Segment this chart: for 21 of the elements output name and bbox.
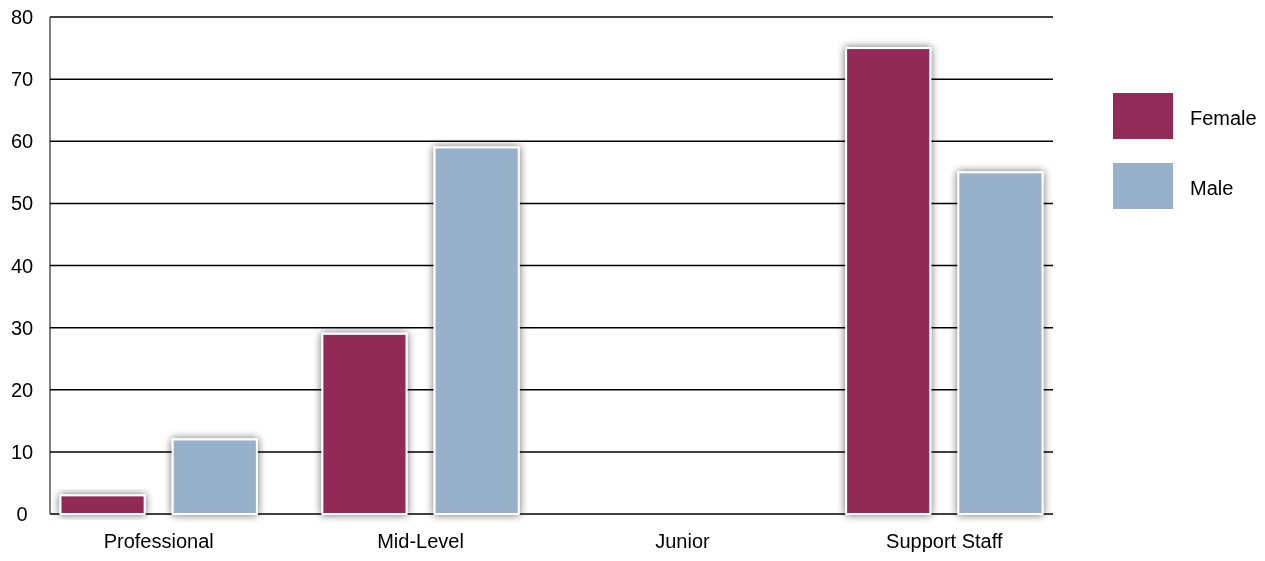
x-tick-label: Professional [103,530,214,552]
x-tick-label: Junior [655,530,711,552]
bar [59,494,146,515]
legend-label: Female [1190,107,1257,129]
bar [957,171,1044,515]
y-tick-label: 80 [10,6,34,28]
y-tick-label: 70 [10,68,34,91]
x-tick-label: Support Staff [886,530,1003,552]
bar [433,146,520,515]
y-tick-label: 40 [10,254,34,277]
y-tick-label: 0 [16,503,28,525]
y-tick-label: 10 [10,440,34,463]
bar [321,332,408,515]
legend-label: Male [1190,177,1234,199]
bar [845,47,932,515]
bar [171,438,258,515]
y-tick-label: 50 [10,192,34,215]
y-tick-label: 60 [10,130,34,153]
x-tick-label: Mid-Level [377,530,464,552]
y-tick-label: 20 [10,378,34,401]
y-tick-label: 30 [10,316,34,339]
